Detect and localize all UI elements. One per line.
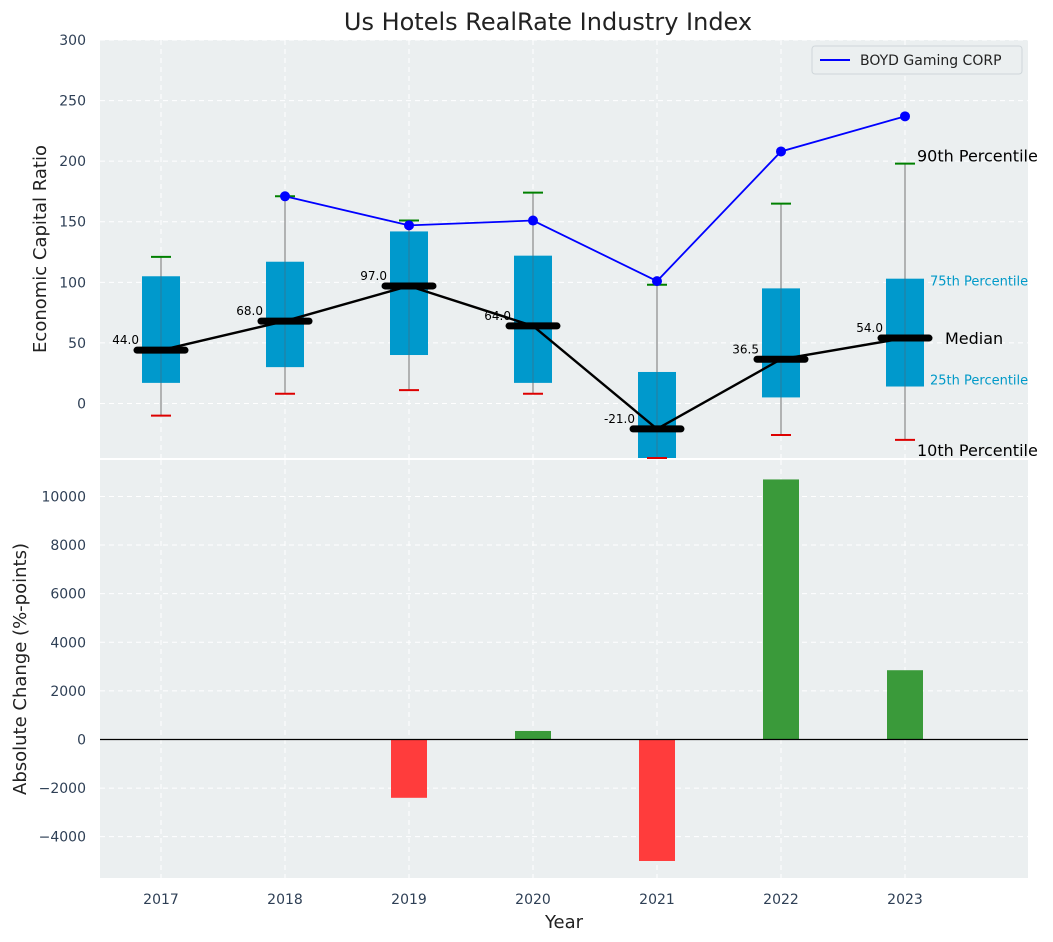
bottom-y-tick-label: −2000 [39, 781, 86, 797]
change-bar-2019 [391, 739, 427, 798]
median-label-2021: -21.0 [604, 412, 635, 426]
top-y-tick-label: 250 [59, 94, 86, 110]
x-tick-label-2017: 2017 [143, 892, 179, 908]
median-label-2023: 54.0 [856, 321, 883, 335]
series-point [404, 220, 414, 231]
bottom-y-ticks: −4000 −2000 0 2000 4000 6000 8000 10000 [39, 489, 86, 845]
annotation-median: Median [945, 329, 1003, 348]
top-y-tick-label: 300 [59, 33, 86, 49]
bottom-y-tick-label: 4000 [50, 635, 86, 651]
box-2017: 44.0 [112, 255, 189, 417]
annotation-p10: 10th Percentile [917, 441, 1038, 460]
bottom-plot-background [100, 460, 1028, 878]
top-y-ticks: 0 50 100 150 200 250 300 [59, 33, 86, 412]
change-bar-2021 [639, 739, 675, 861]
series-point [900, 111, 910, 122]
legend: BOYD Gaming CORP [811, 45, 1023, 75]
top-y-tick-label: 150 [59, 215, 86, 231]
box-2019: 97.0 [360, 219, 437, 392]
change-bar-2020 [515, 730, 551, 740]
series-point [528, 215, 538, 226]
x-tick-label-2022: 2022 [763, 892, 799, 908]
median-label-2018: 68.0 [236, 304, 263, 318]
change-bars [391, 479, 923, 861]
annotation-p90: 90th Percentile [917, 147, 1038, 166]
bottom-y-tick-label: −4000 [39, 830, 86, 846]
bottom-y-tick-label: 2000 [50, 684, 86, 700]
median-label-2019: 97.0 [360, 269, 387, 283]
box-series: 44.0 68.0 97.0 64.0 -21.0 36.5 54.0 [112, 162, 933, 459]
box-2020: 64.0 [484, 191, 561, 395]
change-bar-2022 [763, 479, 799, 740]
box-2021: -21.0 [604, 283, 685, 459]
top-panel: 0 50 100 150 200 250 300 44.0 68.0 97.0 64.0 -21.0… [30, 8, 1038, 460]
median-label-2017: 44.0 [112, 333, 139, 347]
series-point [280, 191, 290, 202]
top-y-axis-title: Economic Capital Ratio [30, 145, 51, 353]
median-trend-line [160, 284, 906, 431]
x-axis-title: Year [544, 912, 584, 933]
x-tick-label-2019: 2019 [391, 892, 427, 908]
chart-title: Us Hotels RealRate Industry Index [344, 8, 752, 36]
bottom-y-tick-label: 10000 [41, 489, 86, 505]
legend-series-label: BOYD Gaming CORP [860, 53, 1002, 69]
percentile-annotations: 90th Percentile 75th Percentile Median 2… [917, 147, 1038, 460]
x-tick-label-2023: 2023 [887, 892, 923, 908]
top-plot-background [100, 40, 1028, 458]
annotation-p75: 75th Percentile [930, 275, 1028, 290]
x-tick-label-2018: 2018 [267, 892, 303, 908]
series-line-0 [284, 115, 906, 283]
median-line-group [160, 284, 906, 431]
bottom-y-tick-label: 6000 [50, 587, 86, 603]
series-point [776, 146, 786, 157]
top-y-tick-label: 50 [68, 336, 86, 352]
top-y-tick-label: 0 [77, 396, 86, 412]
bottom-y-tick-label: 8000 [50, 538, 86, 554]
legend-box [811, 45, 1023, 75]
x-tick-label-2021: 2021 [639, 892, 675, 908]
x-ticks: 2017 2018 2019 2020 2021 2022 2023 [143, 892, 923, 908]
median-label-2022: 36.5 [732, 342, 759, 356]
x-tick-label-2020: 2020 [515, 892, 551, 908]
top-y-tick-label: 100 [59, 275, 86, 291]
bottom-y-tick-label: 0 [77, 732, 86, 748]
bottom-y-axis-title: Absolute Change (%-points) [10, 543, 31, 795]
top-y-tick-label: 200 [59, 154, 86, 170]
annotation-p25: 25th Percentile [930, 374, 1028, 389]
change-bar-2023 [887, 670, 923, 740]
boyd-series [280, 111, 910, 287]
box-2018: 68.0 [236, 195, 313, 395]
box-2022: 36.5 [732, 202, 809, 436]
series-point [652, 276, 662, 287]
